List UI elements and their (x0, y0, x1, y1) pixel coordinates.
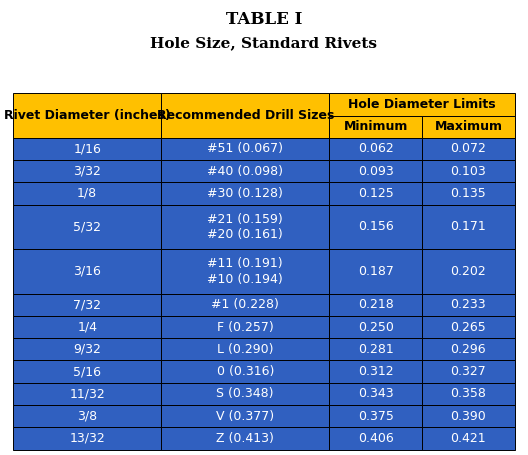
Text: TABLE I: TABLE I (226, 11, 302, 28)
Text: 0.281: 0.281 (358, 343, 393, 356)
Bar (161, 138, 329, 160)
Text: 7/32: 7/32 (73, 298, 101, 311)
Text: 3/8: 3/8 (77, 410, 97, 423)
Bar (329, 383, 422, 405)
Text: #30 (0.128): #30 (0.128) (208, 187, 283, 200)
Bar (422, 293, 515, 316)
Bar (161, 293, 329, 316)
Text: Hole Diameter Limits: Hole Diameter Limits (348, 98, 496, 111)
Text: 3/16: 3/16 (73, 265, 101, 278)
Bar (329, 360, 422, 383)
Bar (13, 160, 161, 182)
Text: 0.375: 0.375 (357, 410, 393, 423)
Text: 1/16: 1/16 (73, 142, 101, 156)
Text: Z (0.413): Z (0.413) (216, 432, 274, 445)
Text: Maximum: Maximum (435, 120, 503, 133)
Bar (329, 249, 422, 293)
Bar (329, 160, 422, 182)
Bar (13, 316, 161, 338)
Bar (13, 427, 161, 450)
Bar (422, 316, 515, 338)
Bar (329, 205, 422, 249)
Text: #21 (0.159)
#20 (0.161): #21 (0.159) #20 (0.161) (208, 212, 283, 241)
Text: 0.202: 0.202 (450, 265, 486, 278)
Text: 0.312: 0.312 (358, 365, 393, 378)
Text: 0.421: 0.421 (450, 432, 486, 445)
Text: 1/8: 1/8 (77, 187, 97, 200)
Text: L (0.290): L (0.290) (217, 343, 274, 356)
Bar (13, 338, 161, 360)
Bar (422, 427, 515, 450)
Text: 11/32: 11/32 (69, 387, 105, 400)
Text: 0.233: 0.233 (450, 298, 486, 311)
Bar (422, 116, 515, 138)
Text: 1/4: 1/4 (77, 321, 97, 334)
Text: Rivet Diameter (inches): Rivet Diameter (inches) (4, 109, 171, 122)
Bar (13, 182, 161, 205)
Bar (13, 383, 161, 405)
Text: F (0.257): F (0.257) (217, 321, 274, 334)
Bar (13, 360, 161, 383)
Bar (329, 316, 422, 338)
Text: Minimum: Minimum (343, 120, 408, 133)
Bar (161, 249, 329, 293)
Bar (329, 116, 422, 138)
Bar (329, 182, 422, 205)
Text: 13/32: 13/32 (69, 432, 105, 445)
Text: 0.390: 0.390 (450, 410, 486, 423)
Text: V (0.377): V (0.377) (216, 410, 274, 423)
Text: 0.062: 0.062 (358, 142, 393, 156)
Bar (161, 383, 329, 405)
Bar (161, 182, 329, 205)
Bar (13, 249, 161, 293)
Text: Hole Size, Standard Rivets: Hole Size, Standard Rivets (150, 36, 378, 51)
Bar (422, 205, 515, 249)
Bar (161, 160, 329, 182)
Bar (161, 93, 329, 138)
Text: #51 (0.067): #51 (0.067) (207, 142, 283, 156)
Text: 0 (0.316): 0 (0.316) (216, 365, 274, 378)
Bar (329, 405, 422, 427)
Bar (13, 205, 161, 249)
Bar (422, 249, 515, 293)
Text: 9/32: 9/32 (73, 343, 101, 356)
Text: 0.218: 0.218 (358, 298, 393, 311)
Text: 0.156: 0.156 (358, 220, 393, 233)
Text: 0.265: 0.265 (450, 321, 486, 334)
Text: #1 (0.228): #1 (0.228) (211, 298, 279, 311)
Text: 0.072: 0.072 (450, 142, 486, 156)
Text: 0.250: 0.250 (357, 321, 393, 334)
Bar (161, 360, 329, 383)
Text: 0.327: 0.327 (450, 365, 486, 378)
Bar (161, 338, 329, 360)
Text: 5/32: 5/32 (73, 220, 101, 233)
Bar (13, 93, 161, 138)
Bar (161, 405, 329, 427)
Bar (422, 360, 515, 383)
Bar (13, 293, 161, 316)
Bar (161, 427, 329, 450)
Text: 0.296: 0.296 (450, 343, 486, 356)
Text: 0.093: 0.093 (358, 165, 393, 178)
Text: Recommended Drill Sizes: Recommended Drill Sizes (156, 109, 334, 122)
Text: 0.125: 0.125 (358, 187, 393, 200)
Text: #40 (0.098): #40 (0.098) (207, 165, 283, 178)
Text: 0.343: 0.343 (358, 387, 393, 400)
Bar (329, 93, 515, 116)
Text: 3/32: 3/32 (73, 165, 101, 178)
Bar (422, 160, 515, 182)
Text: 0.135: 0.135 (450, 187, 486, 200)
Text: 0.358: 0.358 (450, 387, 486, 400)
Text: S (0.348): S (0.348) (216, 387, 274, 400)
Bar (329, 138, 422, 160)
Bar (422, 182, 515, 205)
Text: #11 (0.191)
#10 (0.194): #11 (0.191) #10 (0.194) (208, 257, 283, 286)
Bar (329, 293, 422, 316)
Bar (13, 405, 161, 427)
Text: 0.103: 0.103 (450, 165, 486, 178)
Bar (13, 138, 161, 160)
Text: 5/16: 5/16 (73, 365, 101, 378)
Bar (161, 205, 329, 249)
Bar (329, 427, 422, 450)
Bar (422, 338, 515, 360)
